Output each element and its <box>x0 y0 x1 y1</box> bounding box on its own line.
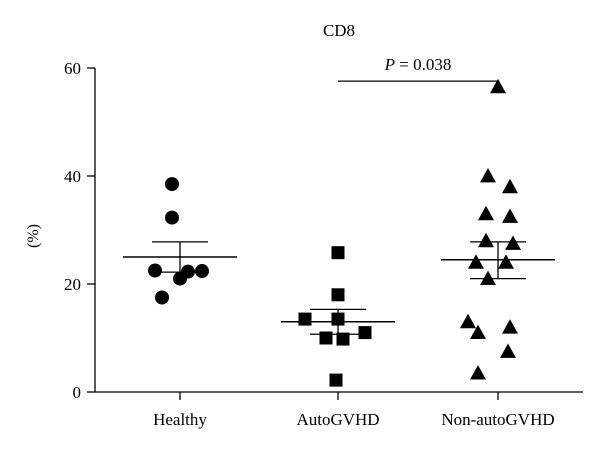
y-axis-label: (%) <box>25 224 42 248</box>
data-point-square <box>336 332 350 346</box>
y-tick-label: 0 <box>73 383 82 402</box>
x-tick-label: AutoGVHD <box>296 410 379 429</box>
data-point-circle <box>165 210 179 225</box>
y-tick-label: 60 <box>64 59 81 78</box>
data-point-triangle <box>460 313 476 329</box>
data-point-triangle <box>478 205 494 221</box>
data-point-triangle <box>502 178 518 194</box>
data-point-square <box>331 288 345 302</box>
data-point-circle <box>148 263 162 278</box>
p-symbol: P <box>384 55 395 74</box>
data-point-triangle <box>480 270 496 285</box>
data-point-triangle <box>470 365 486 380</box>
data-point-triangle <box>478 232 494 248</box>
data-points <box>148 78 521 387</box>
data-point-circle <box>165 177 179 192</box>
data-point-triangle <box>502 319 518 334</box>
significance-label: P = 0.038 <box>384 55 452 74</box>
data-point-square <box>358 326 372 340</box>
data-point-triangle <box>480 168 496 183</box>
y-tick-label: 40 <box>64 167 81 186</box>
x-tick-label: Non-autoGVHD <box>441 410 554 429</box>
y-tick-label: 20 <box>64 275 81 294</box>
x-tick-label: Healthy <box>153 410 207 429</box>
data-point-triangle <box>505 235 521 250</box>
data-point-square <box>298 312 312 326</box>
data-point-triangle <box>502 208 518 223</box>
y-ticks: 0 20 40 60 <box>64 59 95 402</box>
data-point-triangle <box>500 343 516 358</box>
data-point-square <box>319 331 333 345</box>
data-point-square <box>331 246 345 260</box>
data-point-triangle <box>468 254 484 269</box>
data-point-square <box>331 312 345 326</box>
x-ticks: Healthy AutoGVHD Non-autoGVHD <box>153 392 555 429</box>
data-point-circle <box>173 271 187 286</box>
data-point-triangle <box>490 78 506 94</box>
chart-title: CD8 <box>323 21 355 40</box>
data-point-triangle <box>498 254 514 269</box>
data-point-circle <box>155 290 169 305</box>
data-point-circle <box>195 264 209 279</box>
data-point-triangle <box>470 324 486 339</box>
data-point-square <box>329 373 343 387</box>
p-value: = 0.038 <box>395 55 451 74</box>
